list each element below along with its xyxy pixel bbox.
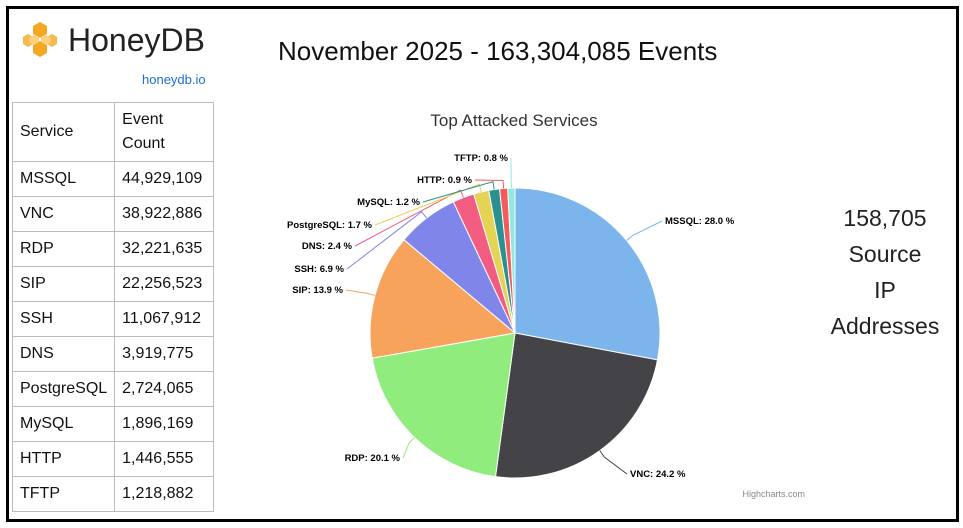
- service-cell: HTTP: [11, 441, 116, 477]
- pie-slice-tftp[interactable]: [507, 187, 516, 334]
- page-title: November 2025 - 163,304,085 Events: [278, 36, 718, 66]
- count-cell: 1,446,555: [114, 441, 215, 477]
- count-cell: 38,922,886: [114, 196, 215, 232]
- chart-title: Top Attacked Services: [430, 111, 597, 130]
- source-ip-count: 158,705: [843, 205, 927, 231]
- page-frame: [6, 6, 959, 522]
- chart-credits[interactable]: Highcharts.com: [742, 489, 805, 499]
- connector-sip: [345, 289, 376, 296]
- table-row: MSSQL 44,929,109: [11, 161, 215, 197]
- service-cell: SIP: [11, 266, 116, 302]
- service-cell: SSH: [11, 301, 116, 337]
- table-row: RDP 32,221,635: [11, 231, 215, 267]
- source-ip-label-line: IP: [874, 277, 896, 303]
- brand-logo: HoneyDB: [20, 20, 205, 60]
- honeycomb-icon: [23, 22, 57, 57]
- data-label-tftp: TFTP: 0.8 %: [454, 153, 508, 164]
- source-ip-label-line: Source: [848, 241, 922, 267]
- service-cell: MySQL: [11, 406, 116, 442]
- data-label-ssh: SSH: 6.9 %: [294, 264, 344, 275]
- data-label-mssql: MSSQL: 28.0 %: [665, 216, 735, 227]
- service-cell: DNS: [11, 336, 116, 372]
- count-cell: 44,929,109: [114, 161, 215, 197]
- honeydb-link[interactable]: honeydb.io: [142, 72, 206, 87]
- service-cell: RDP: [11, 231, 116, 267]
- connector-http: [474, 179, 505, 189]
- column-header-event-count: Event Count: [114, 102, 215, 162]
- event-count-table: Service Event Count MSSQL 44,929,109 VNC 3…: [11, 102, 215, 512]
- table-row: SIP 22,256,523: [11, 266, 215, 302]
- table-row: TFTP 1,218,882: [11, 476, 215, 512]
- table-row: SSH 11,067,912: [11, 301, 215, 337]
- pie-slice-mssql[interactable]: [514, 187, 661, 361]
- data-label-rdp: RDP: 20.1 %: [345, 453, 401, 464]
- source-ip-summary: 158,705 Source IP Addresses: [820, 200, 950, 344]
- pie-slice-sip[interactable]: [369, 239, 517, 359]
- count-cell: 1,896,169: [114, 406, 215, 442]
- data-label-dns: DNS: 2.4 %: [302, 241, 353, 252]
- count-cell: 22,256,523: [114, 266, 215, 302]
- service-cell: VNC: [11, 196, 116, 232]
- table-row: PostgreSQL 2,724,065: [11, 371, 215, 407]
- service-cell: TFTP: [11, 476, 116, 512]
- data-label-vnc: VNC: 24.2 %: [630, 469, 686, 480]
- brand-name: HoneyDB: [68, 21, 205, 58]
- connector-postgresql: [374, 183, 482, 226]
- pie-chart: Top Attacked Services MSSQL: 28.0 % VNC: …: [287, 111, 805, 499]
- connector-mysql: [422, 180, 495, 203]
- table-header-row: Service Event Count: [11, 102, 215, 162]
- connector-rdp: [402, 437, 415, 459]
- data-label-postgresql: PostgreSQL: 1.7 %: [287, 220, 373, 231]
- count-cell: 32,221,635: [114, 231, 215, 267]
- data-label-mysql: MySQL: 1.2 %: [357, 197, 420, 208]
- connector-vnc: [599, 450, 628, 475]
- connector-dns: [354, 189, 464, 247]
- pie-slice-rdp[interactable]: [371, 332, 516, 478]
- count-cell: 2,724,065: [114, 371, 215, 407]
- service-cell: PostgreSQL: [11, 371, 116, 407]
- count-cell: 3,919,775: [114, 336, 215, 372]
- count-cell: 11,067,912: [114, 301, 215, 337]
- service-cell: MSSQL: [11, 161, 116, 197]
- count-cell: 1,218,882: [114, 476, 215, 512]
- table-row: VNC 38,922,886: [11, 196, 215, 232]
- connector-ssh: [346, 211, 427, 270]
- table-row: HTTP 1,446,555: [11, 441, 215, 477]
- column-header-service: Service: [11, 102, 116, 162]
- source-ip-label-line: Addresses: [830, 313, 940, 339]
- data-label-http: HTTP: 0.9 %: [417, 175, 472, 186]
- data-label-sip: SIP: 13.9 %: [292, 285, 343, 296]
- connector-mssql: [626, 220, 663, 241]
- table-row: MySQL 1,896,169: [11, 406, 215, 442]
- table-row: DNS 3,919,775: [11, 336, 215, 372]
